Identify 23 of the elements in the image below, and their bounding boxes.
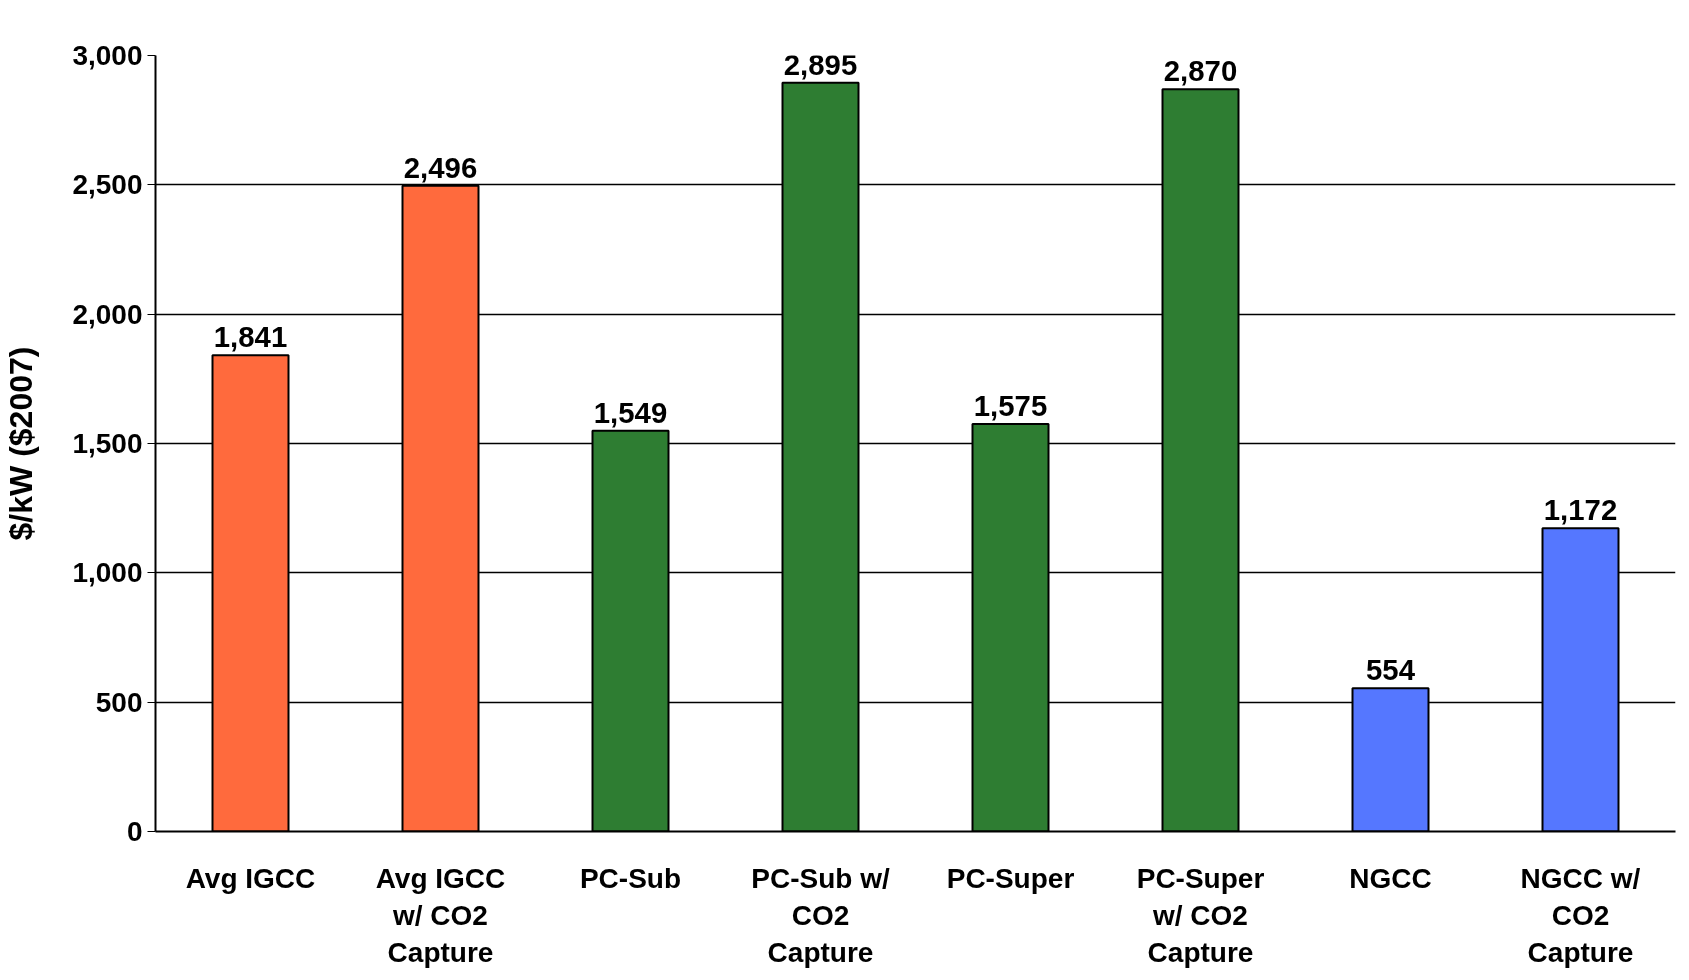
y-tick-label: 1,000	[72, 557, 143, 589]
y-axis-title: $/kW ($2007)	[3, 346, 40, 541]
x-tick-label: PC-Super	[946, 862, 1075, 894]
x-tick-label: Avg IGCC w/ CO2 Capture	[375, 862, 506, 968]
x-tick-label: Avg IGCC	[185, 862, 316, 894]
data-label: 2,870	[1163, 54, 1238, 88]
data-label: 2,496	[403, 150, 478, 184]
x-tick-label: PC-Sub w/ CO2 Capture	[751, 862, 890, 968]
data-label: 1,172	[1543, 493, 1618, 527]
x-tick-label: NGCC w/ CO2 Capture	[1520, 862, 1641, 968]
data-label: 554	[1366, 653, 1416, 687]
x-tick-label: NGCC	[1349, 862, 1432, 894]
y-tick-label: 1,500	[72, 428, 143, 459]
x-tick-label: PC-Super w/ CO2 Capture	[1136, 862, 1265, 968]
y-tick-label: 2,000	[72, 298, 143, 330]
data-label: 1,575	[973, 389, 1048, 423]
data-label: 1,549	[593, 395, 668, 429]
y-tick-label: 2,500	[72, 169, 143, 201]
x-tick-label: PC-Sub	[579, 862, 682, 894]
data-label: 1,841	[213, 320, 288, 354]
y-tick-label: 500	[95, 686, 143, 718]
y-tick-label: 0	[126, 816, 143, 847]
y-tick-label: 3,000	[72, 40, 143, 71]
